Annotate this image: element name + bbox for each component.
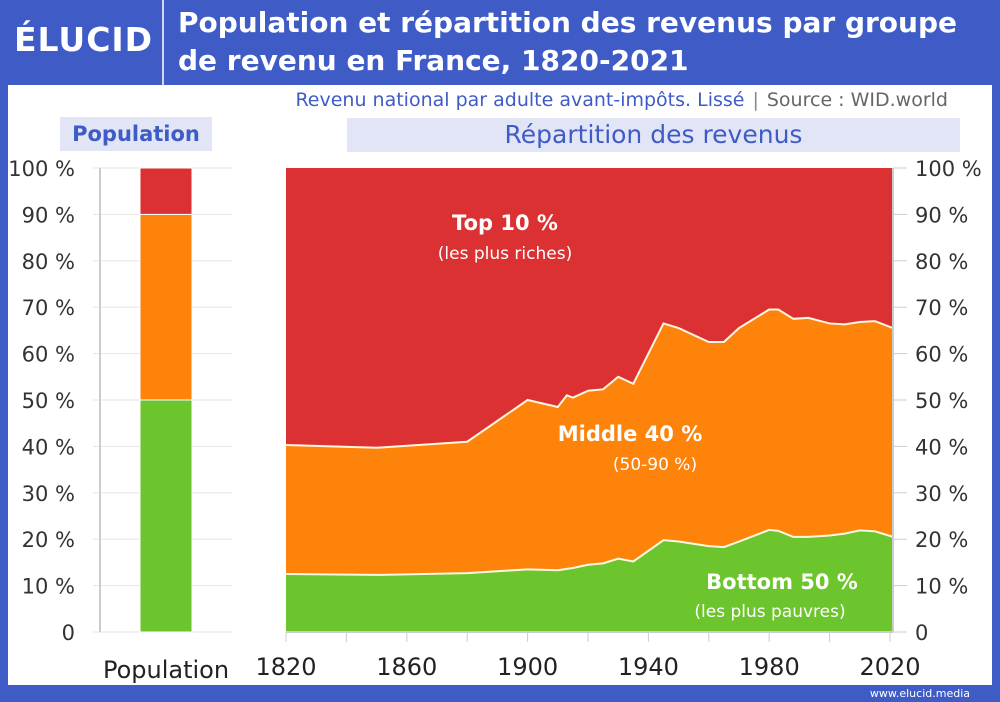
x-tick-label: 1860 — [376, 653, 437, 681]
series-sublabel-bottom50: (les plus pauvres) — [694, 602, 845, 622]
y-tick-label-left: 10 % — [22, 575, 75, 599]
boundary-line-bottom50 — [285, 528, 894, 576]
y-tick-label-left: 0 — [62, 621, 75, 645]
y-tick-label-left: 80 % — [22, 250, 75, 274]
boundary-line-middle40 — [285, 308, 894, 449]
y-tick-label-left: 20 % — [22, 528, 75, 552]
footer-url: www.elucid.media — [869, 687, 970, 700]
y-tick-label-right: 80 % — [915, 250, 968, 274]
y-tick-label-left: 50 % — [22, 389, 75, 413]
chart-title: Population et répartition des revenus pa… — [178, 6, 957, 77]
x-tick-label: 1940 — [618, 653, 679, 681]
y-tick-label-right: 0 — [915, 621, 928, 645]
header-divider — [162, 0, 164, 85]
x-tick-label: 2020 — [859, 653, 920, 681]
y-tick-label-right: 40 % — [915, 435, 968, 459]
y-tick-label-left: 70 % — [22, 296, 75, 320]
y-tick-label-right: 60 % — [915, 343, 968, 367]
y-tick-label-right: 10 % — [915, 575, 968, 599]
y-tick-label-right: 50 % — [915, 389, 968, 413]
series-label-top10: Top 10 % — [452, 211, 558, 235]
series-label-bottom50: Bottom 50 % — [706, 570, 858, 594]
y-tick-label-right: 70 % — [915, 296, 968, 320]
y-tick-label-left: 90 % — [22, 203, 75, 227]
y-tick-label-right: 30 % — [915, 482, 968, 506]
x-tick-label: 1900 — [497, 653, 558, 681]
population-bar-bottom50 — [139, 399, 193, 633]
header: ÉLUCID Population et répartition des rev… — [0, 0, 1000, 85]
y-tick-label-left: 100 % — [8, 157, 75, 181]
population-panel-title: Population — [60, 117, 212, 151]
y-tick-label-right: 20 % — [915, 528, 968, 552]
series-sublabel-top10: (les plus riches) — [438, 244, 572, 264]
subtitle: Revenu national par adulte avant-impôts.… — [295, 89, 948, 111]
x-tick-label: 1980 — [739, 653, 800, 681]
area-middle40 — [286, 309, 893, 575]
subtitle-text: Revenu national par adulte avant-impôts.… — [295, 89, 745, 111]
y-tick-label-left: 60 % — [22, 343, 75, 367]
population-bar-top10 — [139, 167, 193, 215]
source: Source : WID.world — [766, 89, 948, 111]
separator: | — [752, 89, 759, 111]
y-tick-label-right: 90 % — [915, 203, 968, 227]
y-tick-label-left: 30 % — [22, 482, 75, 506]
series-sublabel-middle40: (50-90 %) — [613, 455, 697, 475]
population-bar-middle40 — [139, 213, 193, 401]
y-tick-label-right: 100 % — [915, 157, 982, 181]
x-tick-label: 1820 — [255, 653, 316, 681]
area-bottom50 — [286, 529, 893, 632]
series-label-middle40: Middle 40 % — [558, 422, 703, 446]
x-axis-label-population: Population — [103, 656, 229, 684]
area-top10 — [286, 168, 893, 448]
repartition-panel-title: Répartition des revenus — [347, 118, 960, 152]
y-tick-label-left: 40 % — [22, 435, 75, 459]
elucid-logo: ÉLUCID — [14, 20, 154, 59]
